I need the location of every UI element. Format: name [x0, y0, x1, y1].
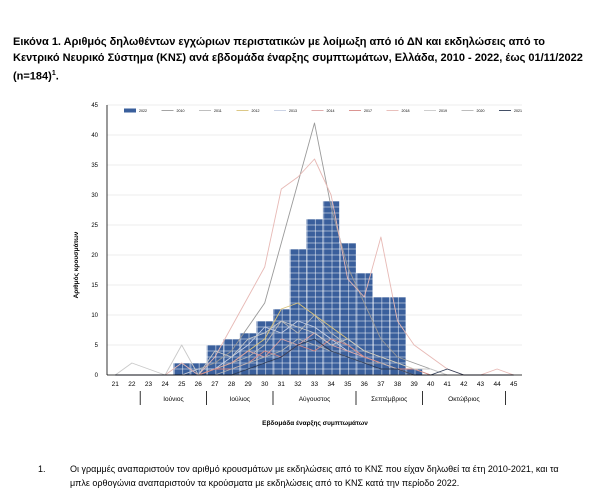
x-tick-label: 44: [493, 381, 501, 388]
footnote-number: 1.: [38, 464, 46, 474]
footnote-text: Οι γραμμές αναπαριστούν τον αριθμό κρουσ…: [70, 464, 559, 488]
legend-label: 2012: [252, 109, 260, 113]
caption-period: .: [55, 70, 59, 83]
x-tick-label: 25: [178, 381, 186, 388]
x-tick-labels: 21 22 23 24 25 26 27 28 29 30 31 32 33 34 35 36 37 38 39 40…: [112, 381, 518, 388]
x-tick-label: 40: [427, 381, 435, 388]
y-tick-label: 25: [91, 223, 98, 229]
x-tick-label: 36: [361, 381, 369, 388]
x-tick-label: 29: [244, 381, 252, 388]
y-axis-label: Αριθμός κρουσμάτων: [73, 231, 80, 298]
x-tick-label: 35: [344, 381, 352, 388]
legend-label: 2020: [477, 109, 485, 113]
x-axis-label: Εβδομάδα έναρξης συμπτωμάτων: [262, 420, 368, 427]
x-tick-label: 39: [410, 381, 418, 388]
x-tick-label: 32: [294, 381, 302, 388]
y-tick-label: 20: [91, 253, 98, 259]
x-tick-label: 43: [477, 381, 485, 388]
legend-label: 2018: [402, 109, 410, 113]
caption-text: Εικόνα 1. Αριθμός δηλωθέντων εγχώριων πε…: [13, 36, 583, 83]
y-tick-label: 15: [91, 283, 98, 289]
x-tick-label: 45: [510, 381, 518, 388]
x-tick-label: 42: [460, 381, 468, 388]
y-tick-label: 30: [91, 193, 98, 199]
month-label: Σεπτέμβριος: [371, 395, 407, 403]
legend-label: 2013: [289, 109, 297, 113]
legend-label: 2019: [439, 109, 447, 113]
x-tick-label: 21: [112, 381, 120, 388]
legend-label: 2022: [139, 109, 147, 113]
x-tick-label: 27: [211, 381, 219, 388]
chart-legend: 2022 2010 2011 2012 2013 2014 2017 2018 2019 2020…: [124, 108, 522, 113]
x-tick-label: 37: [377, 381, 385, 388]
y-tick-label: 0: [95, 373, 99, 379]
bar-32: [289, 248, 307, 376]
legend-label: 2011: [214, 109, 222, 113]
x-tick-label: 34: [327, 381, 335, 388]
x-tick-label: 38: [394, 381, 402, 388]
x-tick-label: 26: [195, 381, 203, 388]
month-label: Αύγουστος: [299, 395, 331, 403]
x-tick-label: 23: [145, 381, 153, 388]
x-tick-label: 28: [228, 381, 236, 388]
month-label: Ιούλιος: [230, 395, 250, 403]
y-tick-label: 45: [91, 103, 98, 109]
x-tick-label: 24: [161, 381, 169, 388]
figure-caption: Εικόνα 1. Αριθμός δηλωθέντων εγχώριων πε…: [13, 34, 588, 85]
y-tick-label: 40: [91, 133, 98, 139]
x-tick-label: 41: [444, 381, 452, 388]
x-tick-label: 22: [128, 381, 136, 388]
bar-39: [405, 368, 423, 376]
month-label: Ιούνιος: [163, 395, 183, 403]
legend-label: 2017: [364, 109, 372, 113]
legend-label: 2014: [327, 109, 335, 113]
x-tick-label: 31: [278, 381, 286, 388]
legend-label: 2010: [177, 109, 185, 113]
bar-series: [173, 200, 423, 376]
legend-label: 2021: [514, 109, 522, 113]
bar-33: [306, 218, 323, 376]
y-tick-label: 5: [95, 343, 99, 349]
x-tick-label: 30: [261, 381, 269, 388]
legend-swatch-2022: [124, 108, 136, 113]
y-tick-label: 35: [91, 163, 98, 169]
bar-36: [355, 272, 373, 376]
month-label: Οκτώβριος: [448, 395, 479, 403]
y-tick-labels: 0 5 10 15 20 25 30 35 40 45: [91, 103, 98, 379]
x-tick-label: 33: [311, 381, 319, 388]
caption-superscript: 1: [51, 70, 56, 77]
y-tick-label: 10: [91, 313, 98, 319]
month-labels: Ιούνιος Ιούλιος Αύγουστος Σεπτέμβριος Οκτώβρ…: [139, 391, 506, 405]
chart-axes: [106, 105, 522, 376]
